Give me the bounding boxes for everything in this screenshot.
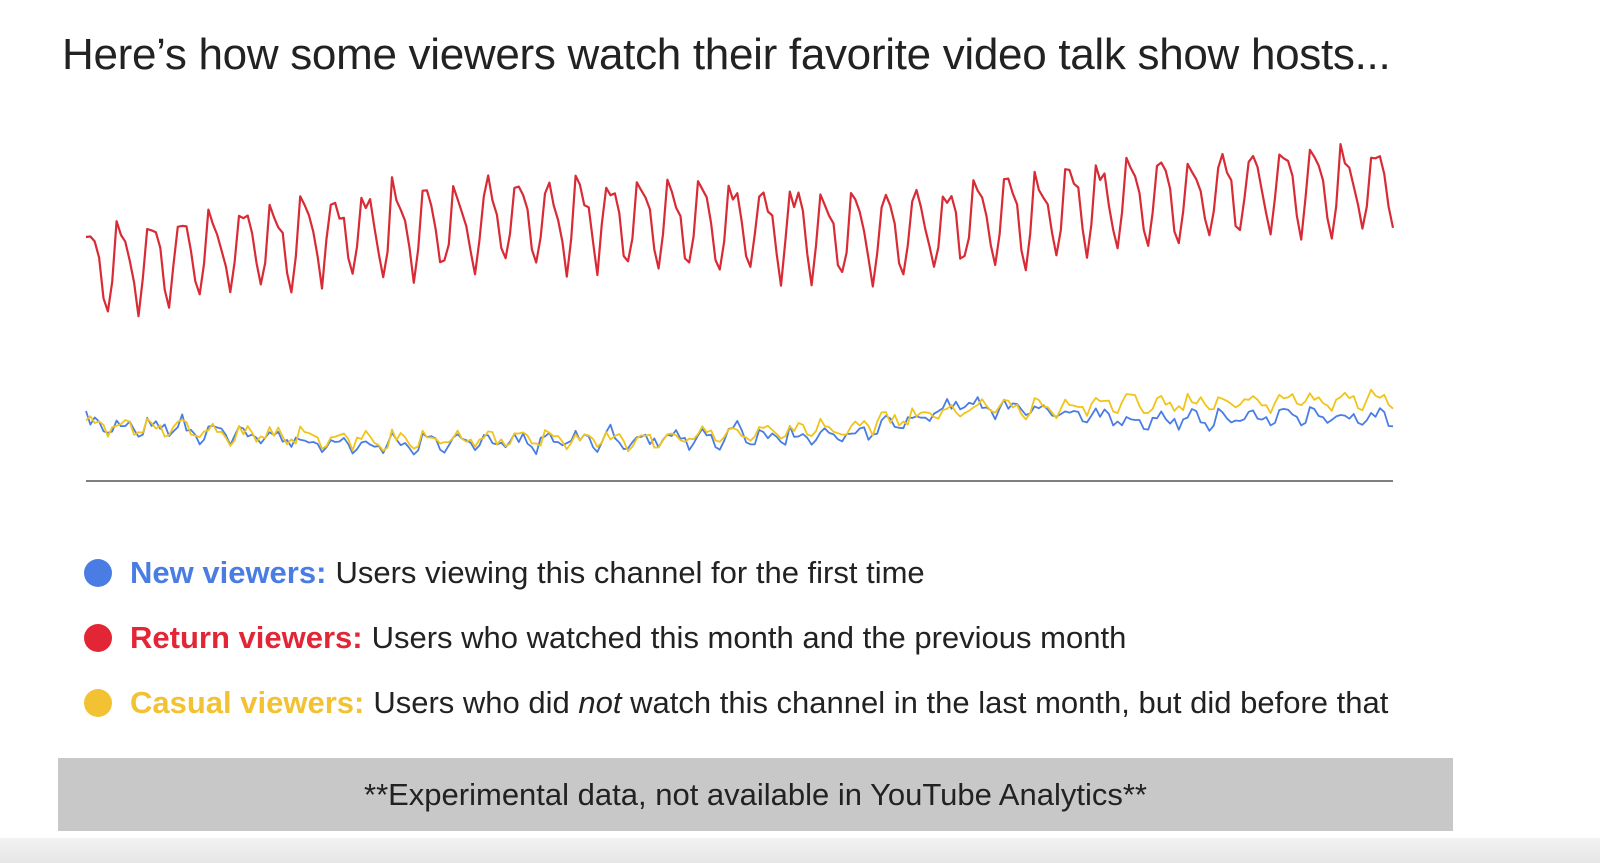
- legend-item-casual-viewers: Casual viewers: Users who did not watch …: [84, 670, 1564, 735]
- legend-name: Return viewers:: [130, 619, 363, 655]
- disclaimer-banner: **Experimental data, not available in Yo…: [58, 758, 1453, 831]
- legend-description: Users who did not watch this channel in …: [373, 684, 1389, 720]
- series-line-return-viewers: [85, 143, 1395, 318]
- legend-name: Casual viewers:: [130, 684, 365, 720]
- legend-dot-icon: [84, 688, 112, 717]
- line-chart: [85, 143, 1395, 482]
- series-line-casual-viewers: [85, 388, 1394, 453]
- legend-dot-icon: [84, 558, 112, 587]
- legend-name: New viewers:: [130, 554, 327, 590]
- series-line-new-viewers: [85, 396, 1394, 456]
- page-title: Here’s how some viewers watch their favo…: [62, 30, 1391, 79]
- legend-description: Users viewing this channel for the first…: [335, 554, 925, 590]
- legend-item-new-viewers: New viewers: Users viewing this channel …: [84, 540, 1564, 605]
- legend-description: Users who watched this month and the pre…: [371, 619, 1127, 655]
- legend-item-return-viewers: Return viewers: Users who watched this m…: [84, 605, 1564, 670]
- legend-dot-icon: [84, 623, 112, 652]
- bottom-strip: [0, 838, 1600, 863]
- legend: New viewers: Users viewing this channel …: [84, 540, 1564, 735]
